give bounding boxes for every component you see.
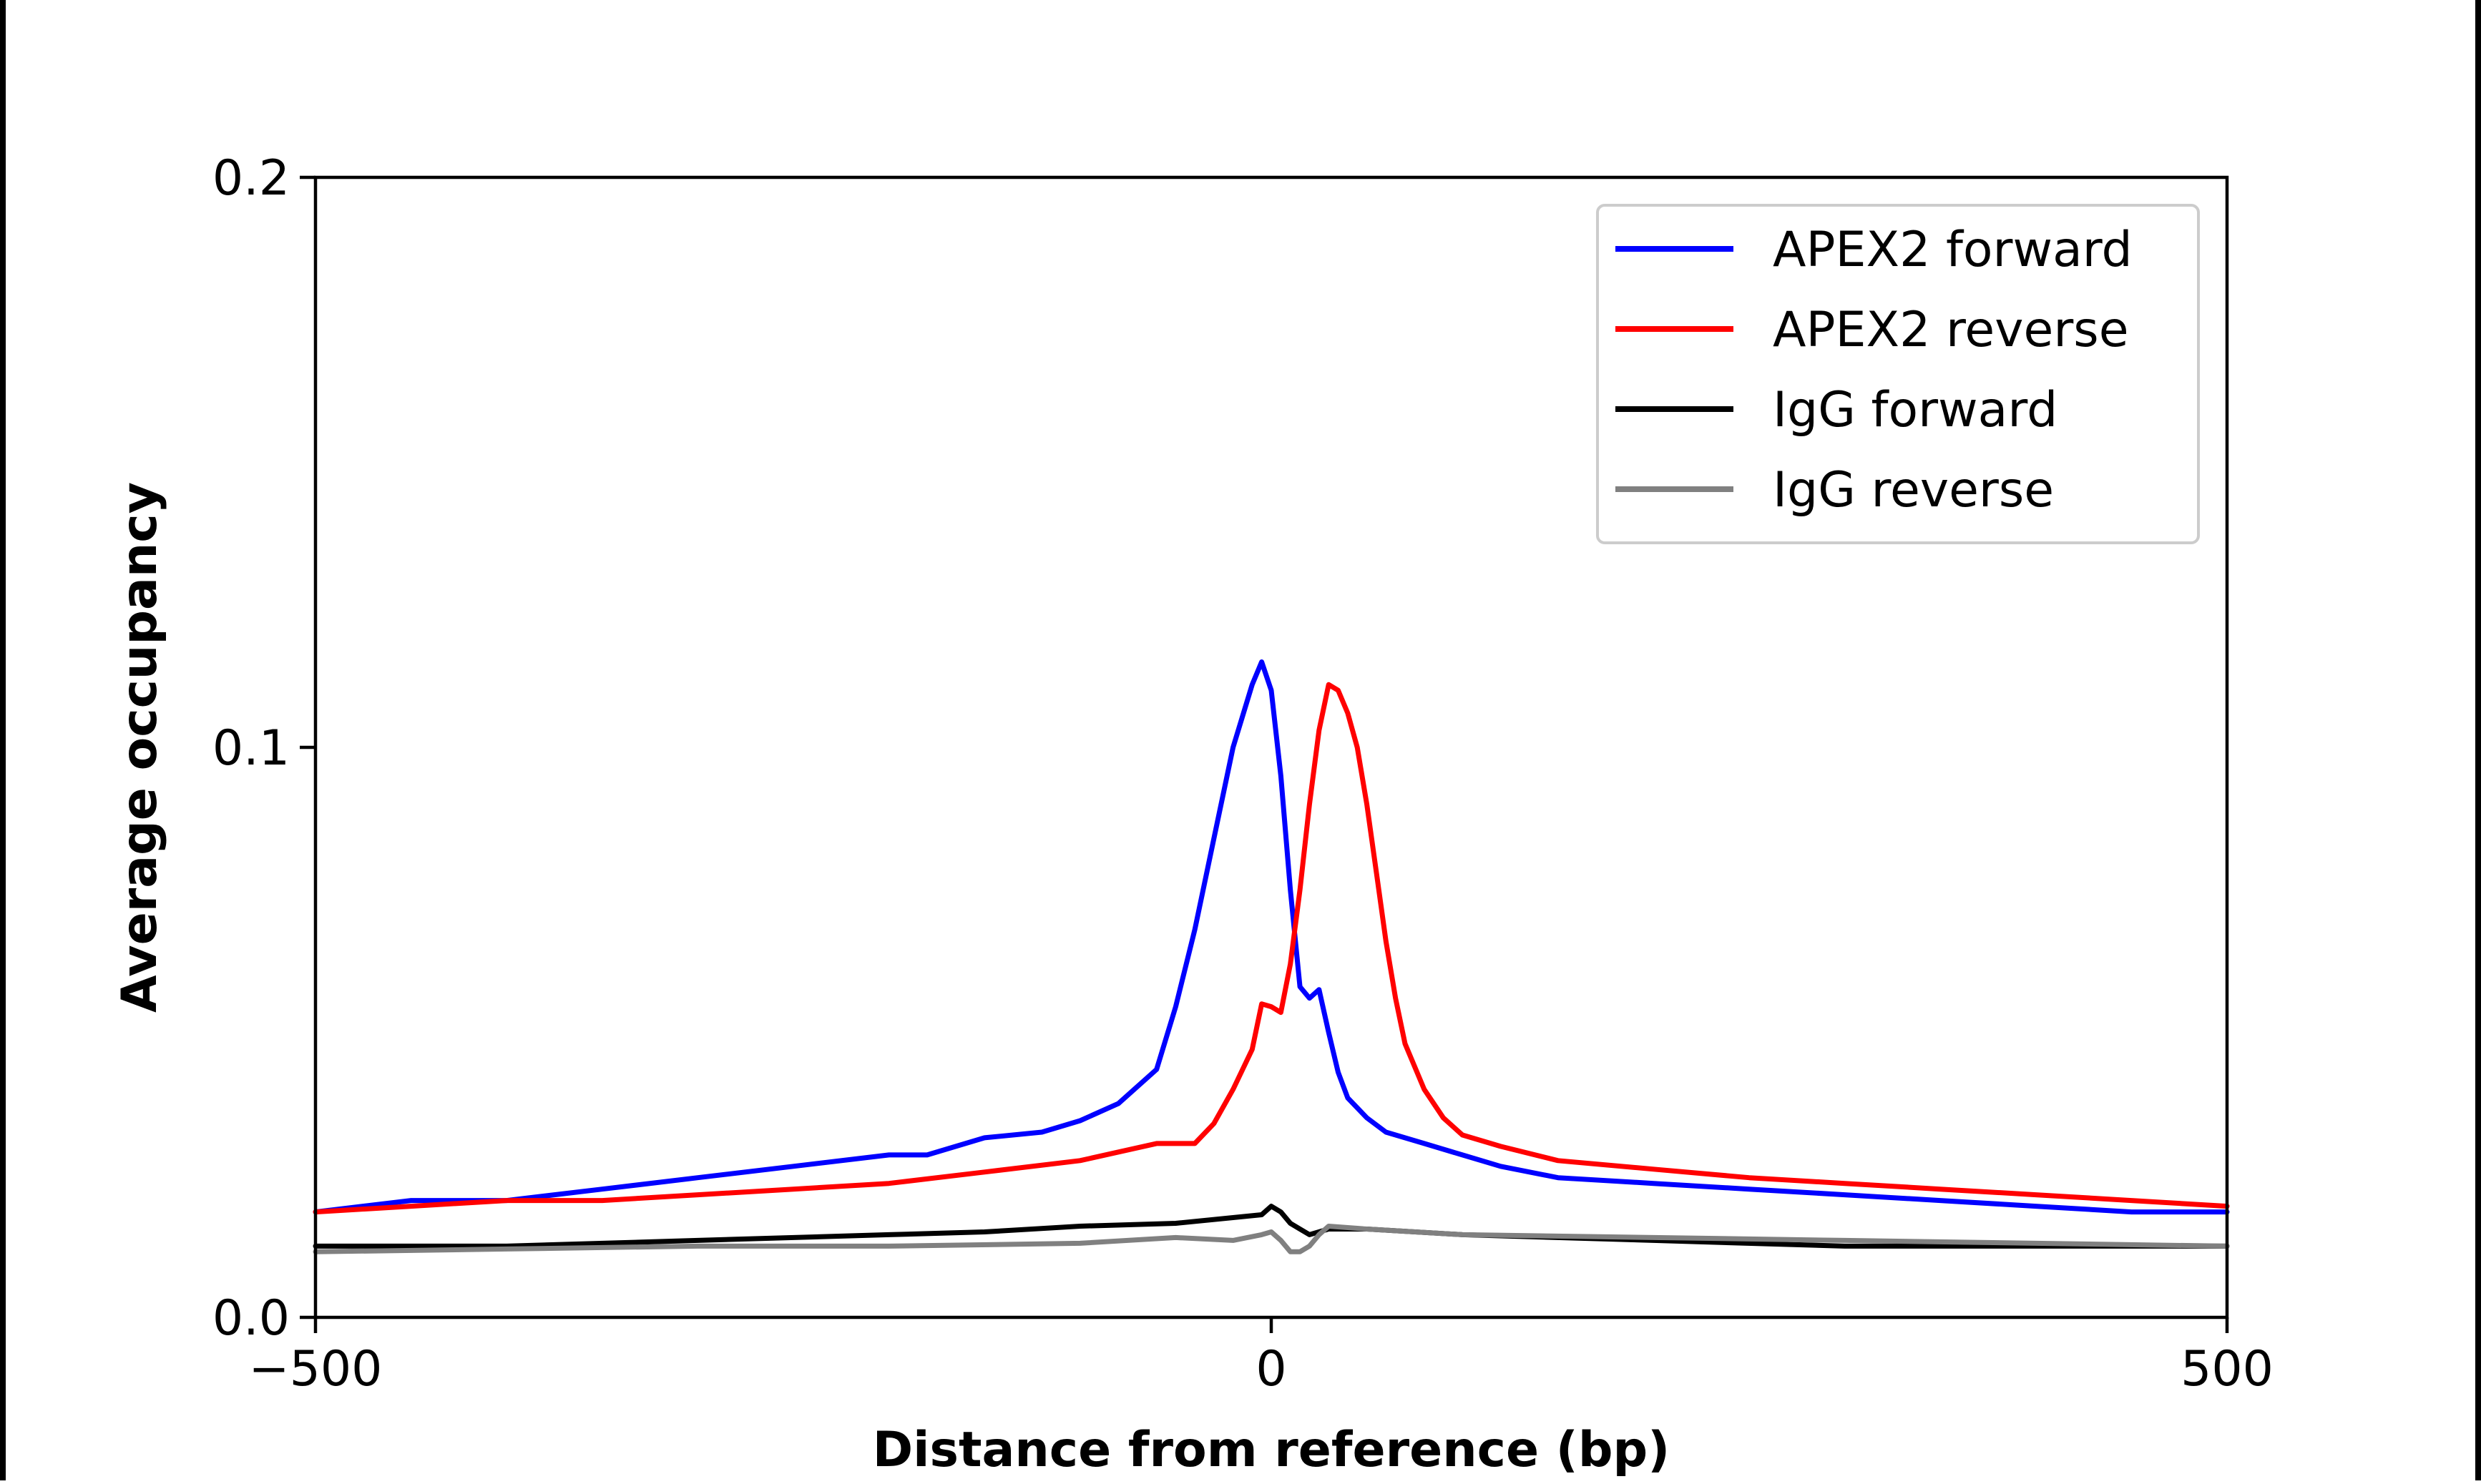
series-layer — [313, 659, 2230, 1254]
legend-label: APEX2 reverse — [1773, 302, 2129, 358]
axes-layer: −500 0 500 0.0 0.1 0.2 — [212, 150, 2274, 1397]
y-axis-label: Average occupancy — [112, 482, 168, 1013]
y-tick-label: 0.2 — [212, 150, 290, 207]
legend-box — [1596, 204, 2200, 544]
legend-label: IgG reverse — [1773, 462, 2054, 519]
legend-label: IgG forward — [1773, 382, 2057, 438]
legend: APEX2 forward APEX2 reverse IgG forward IgG… — [1596, 204, 2200, 544]
x-tick-label: 0 — [1256, 1341, 1286, 1397]
series-line-1 — [313, 659, 2230, 1215]
legend-label: APEX2 forward — [1773, 222, 2133, 278]
series-line-4 — [313, 1224, 2230, 1254]
x-tick-label: 500 — [2181, 1341, 2274, 1397]
y-tick-label: 0.0 — [212, 1290, 290, 1347]
x-axis-label: Distance from reference (bp) — [873, 1422, 1670, 1478]
x-tick-label: −500 — [249, 1341, 383, 1397]
series-line-2 — [313, 682, 2230, 1215]
y-tick-label: 0.1 — [212, 720, 290, 777]
right-border — [2475, 0, 2481, 1480]
left-border — [0, 0, 6, 1480]
